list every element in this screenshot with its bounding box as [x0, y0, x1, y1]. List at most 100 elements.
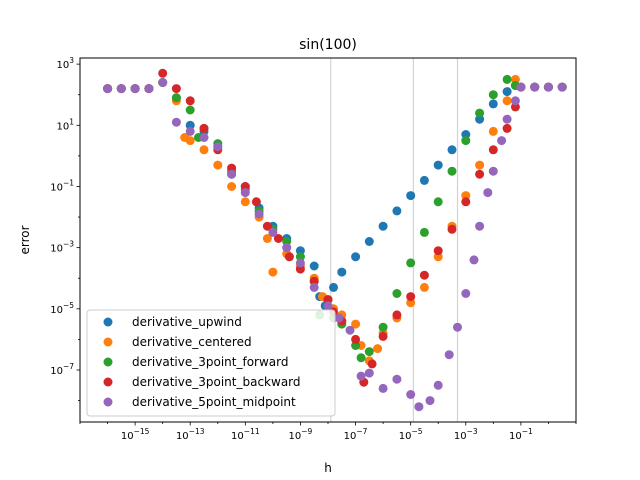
point-derivative_upwind-18 [329, 282, 338, 292]
point-derivative_5point_midpoint-35 [502, 114, 512, 124]
point-derivative_3point_forward-27 [419, 227, 429, 237]
point-derivative_3point_forward-24 [378, 322, 388, 332]
point-derivative_5point_midpoint-40 [557, 82, 567, 92]
y-tick-label--7: 10−7 [50, 362, 74, 377]
point-derivative_5point_midpoint-29 [461, 289, 471, 298]
point-derivative_5point_midpoint-23 [406, 390, 416, 399]
point-derivative_5point_midpoint-2 [130, 84, 140, 94]
point-derivative_5point_midpoint-12 [268, 227, 278, 237]
point-derivative_3point_forward-28 [433, 197, 443, 207]
legend-label-derivative_5point_midpoint: derivative_5point_midpoint [132, 395, 296, 409]
point-derivative_3point_backward-20 [351, 334, 361, 344]
point-derivative_5point_midpoint-16 [323, 301, 333, 311]
point-derivative_3point_backward-23 [378, 331, 388, 341]
point-derivative_3point_backward-14 [284, 252, 294, 262]
point-derivative_3point_backward-13 [273, 234, 283, 243]
point-derivative_3point_backward-11 [251, 197, 261, 207]
point-derivative_3point_forward-26 [406, 258, 416, 268]
point-derivative_5point_midpoint-10 [240, 188, 250, 198]
x-tick-label--3: 10−3 [454, 427, 478, 442]
x-tick-label--5: 10−5 [399, 427, 423, 442]
point-derivative_5point_midpoint-39 [543, 82, 553, 92]
x-axis-label: h [324, 461, 332, 475]
point-derivative_5point_midpoint-31 [475, 221, 485, 231]
legend-marker-derivative_3point_backward [103, 377, 113, 387]
point-derivative_3point_backward-5 [171, 84, 181, 94]
point-derivative_5point_midpoint-30 [469, 255, 479, 265]
point-derivative_centered-14 [268, 267, 278, 277]
point-derivative_5point_midpoint-0 [103, 84, 113, 94]
point-derivative_centered-7 [185, 136, 195, 146]
point-derivative_5point_midpoint-36 [510, 96, 520, 106]
point-derivative_5point_midpoint-26 [433, 380, 443, 390]
point-derivative_5point_midpoint-3 [144, 84, 154, 94]
point-derivative_5point_midpoint-34 [497, 136, 507, 146]
point-derivative_5point_midpoint-4 [158, 78, 168, 87]
point-derivative_3point_forward-31 [475, 108, 485, 118]
point-derivative_upwind-25 [419, 175, 429, 185]
point-derivative_5point_midpoint-21 [378, 383, 388, 393]
point-derivative_5point_midpoint-15 [309, 282, 319, 292]
point-derivative_centered-11 [240, 197, 250, 207]
legend: derivative_upwind derivative_centeredderi… [86, 309, 336, 417]
point-derivative_3point_backward-25 [406, 292, 416, 302]
point-derivative_upwind-27 [447, 145, 457, 155]
point-derivative_5point_midpoint-17 [334, 313, 344, 323]
legend-marker-derivative_5point_midpoint [103, 397, 113, 407]
legend-marker-derivative_centered [103, 337, 113, 347]
point-derivative_3point_backward-28 [447, 224, 457, 234]
point-derivative_upwind-22 [378, 221, 388, 231]
legend-marker-derivative_3point_forward [103, 357, 113, 367]
point-derivative_3point_forward-30 [461, 136, 471, 146]
legend-label-derivative_3point_forward: derivative_3point_forward [132, 355, 289, 369]
point-derivative_5point_midpoint-5 [171, 117, 181, 127]
point-derivative_upwind-15 [309, 261, 319, 271]
point-derivative_3point_forward-6 [185, 105, 195, 115]
point-derivative_upwind-21 [364, 237, 374, 246]
point-derivative_upwind-19 [337, 267, 347, 277]
x-tick-label--11: 10−11 [231, 427, 260, 442]
point-derivative_5point_midpoint-8 [213, 142, 223, 152]
point-derivative_3point_backward-26 [419, 270, 429, 280]
point-derivative_3point_backward-30 [475, 169, 485, 179]
legend-label-derivative_3point_backward: derivative_3point_backward [132, 375, 301, 389]
point-derivative_upwind-26 [433, 160, 443, 170]
point-derivative_upwind-24 [406, 191, 416, 201]
point-derivative_3point_backward-29 [461, 197, 471, 207]
point-derivative_5point_midpoint-32 [483, 188, 493, 198]
point-derivative_3point_backward-22 [367, 359, 377, 369]
point-derivative_3point_forward-33 [502, 74, 512, 84]
chart-title: sin(100) [299, 37, 357, 53]
point-derivative_3point_forward-22 [356, 353, 366, 363]
point-derivative_3point_forward-32 [488, 90, 498, 100]
point-derivative_3point_backward-32 [502, 123, 512, 133]
point-derivative_5point_midpoint-27 [444, 350, 454, 360]
point-derivative_5point_midpoint-14 [295, 258, 305, 268]
legend-label-derivative_centered: derivative_centered [132, 335, 252, 349]
point-derivative_3point_backward-17 [323, 295, 333, 305]
point-derivative_5point_midpoint-28 [453, 322, 462, 332]
point-derivative_5point_midpoint-18 [345, 325, 355, 335]
legend-box [86, 309, 336, 417]
point-derivative_3point_backward-12 [262, 221, 272, 231]
series-derivative_5point_midpoint [103, 78, 567, 412]
point-derivative_5point_midpoint-11 [254, 209, 264, 219]
point-derivative_upwind-20 [351, 252, 361, 262]
point-derivative_upwind-31 [502, 87, 512, 97]
point-derivative_5point_midpoint-13 [282, 243, 292, 253]
point-derivative_5point_midpoint-25 [425, 396, 435, 406]
x-tick-label--13: 10−13 [176, 427, 205, 442]
point-derivative_centered-28 [419, 282, 429, 292]
point-derivative_3point_backward-4 [158, 68, 168, 78]
y-tick-label-3: 103 [56, 56, 74, 71]
x-axis-ticks: 10−15 10−13 10−11 10−9 10−7 10−5 10−3 10−1 [79, 422, 577, 442]
point-derivative_centered-31 [461, 191, 471, 201]
point-derivative_3point_forward-29 [447, 166, 457, 176]
y-tick-label--5: 10−5 [50, 301, 74, 316]
point-derivative_3point_backward-7 [199, 123, 209, 133]
x-tick-label--9: 10−9 [289, 427, 313, 442]
point-derivative_3point_backward-15 [295, 264, 305, 274]
point-derivative_3point_forward-25 [392, 289, 402, 298]
x-tick-label--7: 10−7 [344, 427, 368, 442]
